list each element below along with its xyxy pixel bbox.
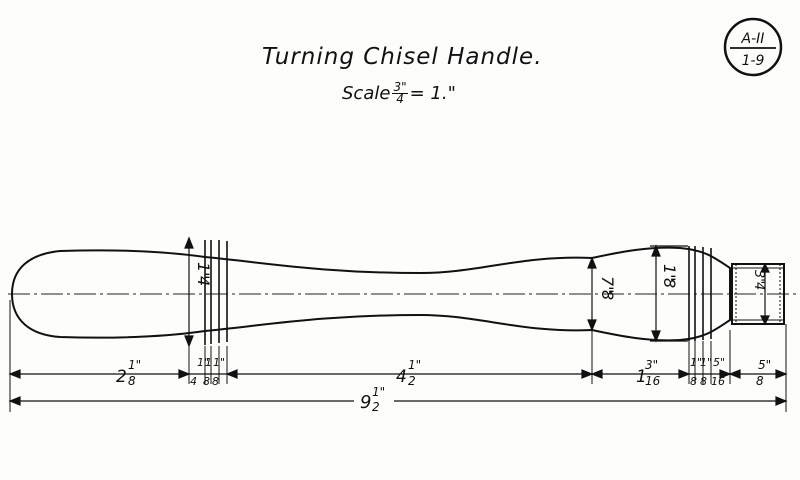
seg1-num: 1" [128,358,141,372]
seg1-whole: 2 [116,367,127,387]
scale-rest: = 1." [409,83,456,104]
seg10-num: 5" [758,358,771,372]
overall-label-bg [354,388,394,410]
scale-label: Scale [342,83,391,104]
seg5-num: 1" [408,358,421,372]
seg8-num: 1" [700,356,712,369]
drawing-title: Turning Chisel Handle. [262,44,543,70]
badge-top-text: A-II [741,31,765,47]
seg6-den: 16 [645,374,661,388]
seg9-num: 5" [713,356,725,369]
seg3-den: 8 [203,375,210,388]
segment-labels: 2 1" 8 1" 4 1 8 1" 8 4 1" 2 1 3" 16 1" 8… [116,356,771,388]
seg1-den: 8 [128,374,136,388]
plate-badge: A-II 1-9 [723,17,783,77]
dia-label-b-den: 8 [598,290,617,300]
dia-label-d: 3" [751,270,766,284]
ferrule [731,263,785,325]
grooves-left [204,240,228,345]
scale-fraction-numerator: 3" [392,80,408,94]
seg2-den: 4 [190,375,197,388]
seg7-den: 8 [690,375,697,388]
scale-fraction-denominator: 4 [396,92,404,106]
badge-bottom-text: 1-9 [742,53,765,69]
dia-label-c-den: 8 [660,278,679,288]
seg8-den: 8 [700,375,707,388]
seg4-den: 8 [212,375,219,388]
overall-whole: 9 [360,392,371,413]
seg9-den: 16 [711,375,725,388]
seg5-whole: 4 [396,367,407,387]
extension-lines [9,300,787,412]
seg5-den: 2 [408,374,416,388]
dia-label-d-den: 4 [751,282,766,290]
seg2-num: 1" [197,356,209,369]
overall-dimension [8,396,788,406]
scale-fraction: 3" 4 [392,80,408,106]
grooves-right [688,246,712,341]
seg7-num: 1" [690,356,702,369]
dia-label-a-den: 4 [194,276,213,286]
scale-note: Scale 3" 4 = 1." [342,80,456,106]
seg3-num: 1 [205,356,212,369]
diameter-dims [184,236,770,348]
seg6-num: 3" [645,358,658,372]
handle-outline [10,246,731,342]
dia-label-b: 7" [598,276,617,294]
seg6-whole: 1 [636,367,647,387]
dia-label-a: 1" [194,262,213,280]
overall-num: 1" [372,385,385,399]
segment-dimension-line [8,369,788,379]
dia-label-c: 1" [660,264,679,282]
seg4-num: 1" [213,356,225,369]
overall-den: 2 [372,400,380,414]
seg10-den: 8 [756,374,764,388]
